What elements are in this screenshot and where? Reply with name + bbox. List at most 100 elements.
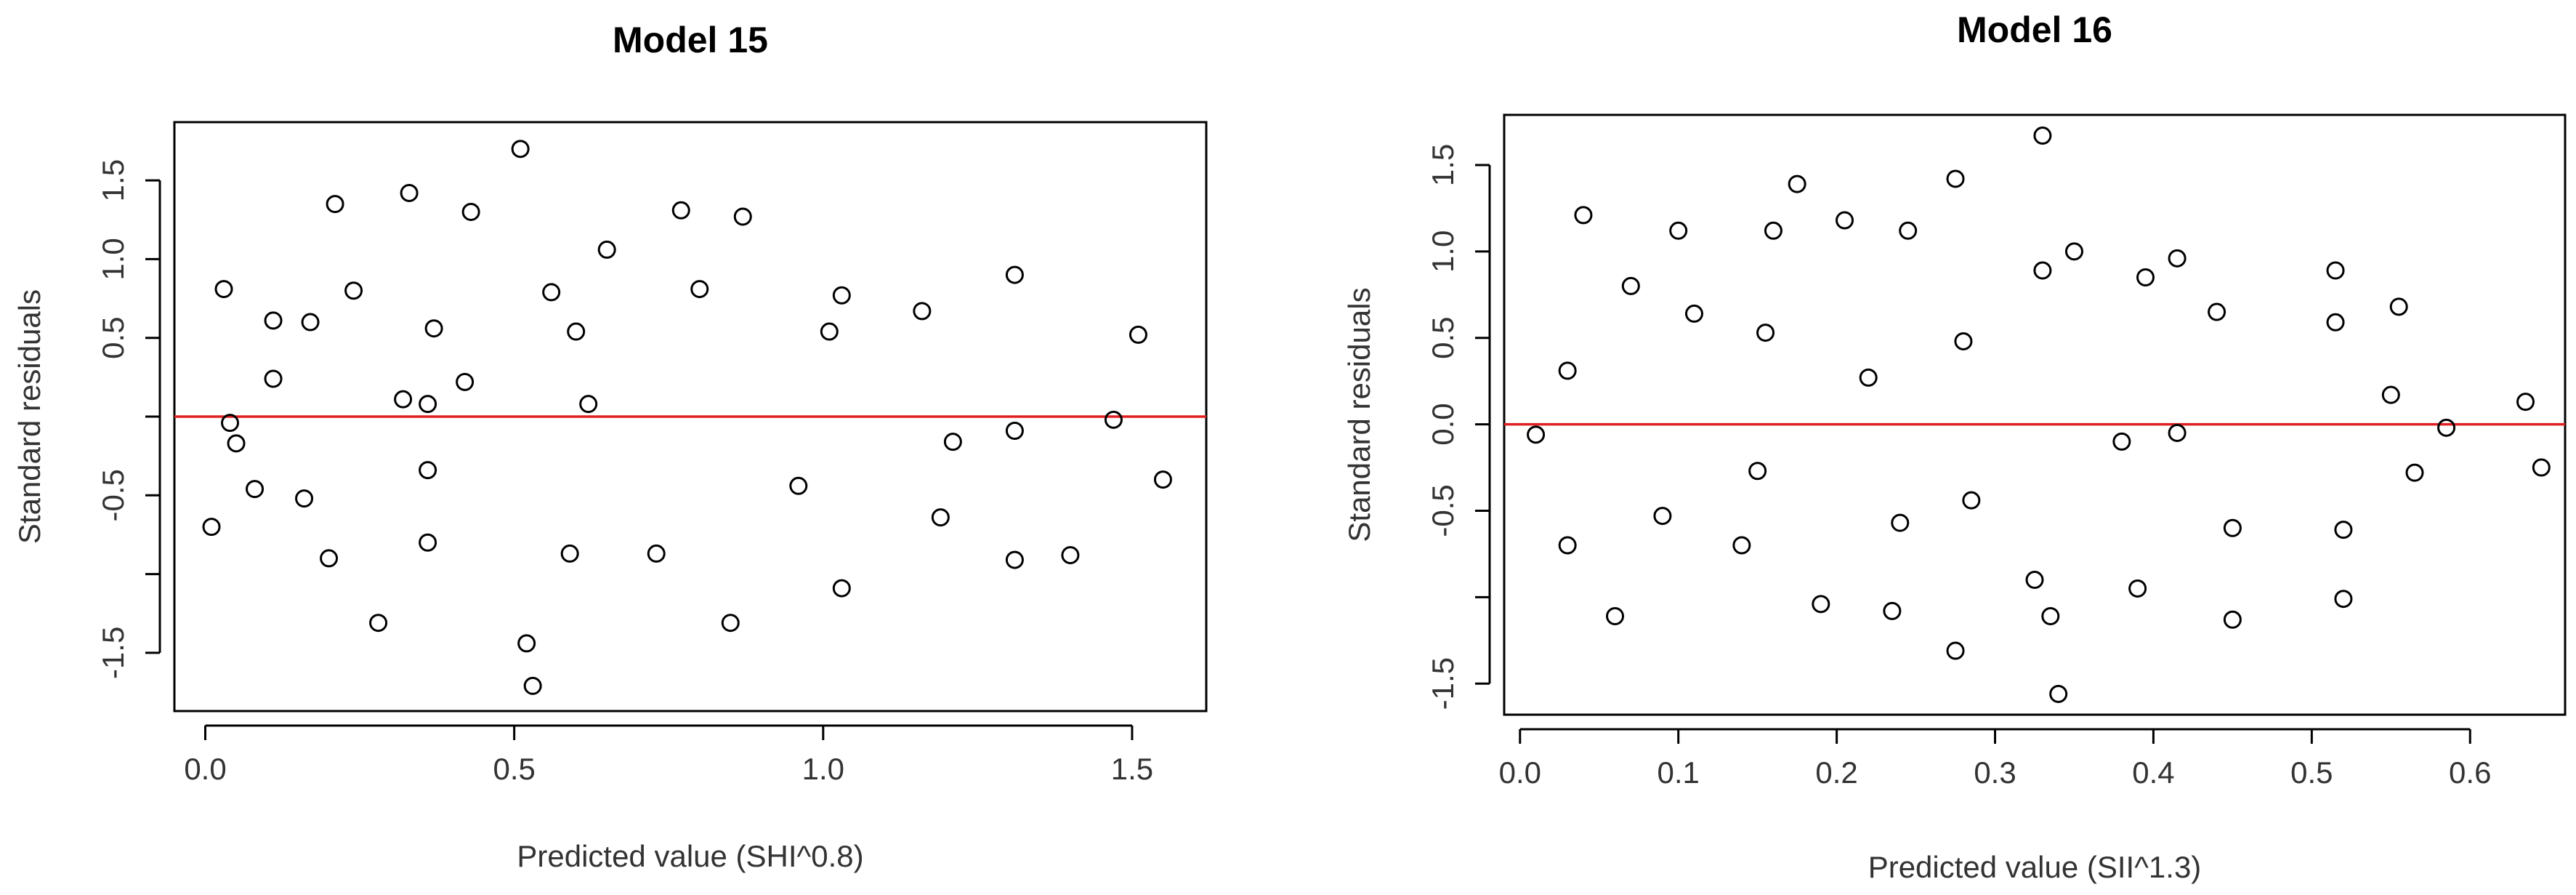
x-axis-model-15: 0.0 0.5 1.0 1.5: [184, 724, 1153, 786]
x-tick-label: 0.1: [1658, 755, 1700, 790]
y-tick-label: 1.5: [1426, 144, 1460, 186]
data-point: [264, 369, 283, 388]
data-point: [1606, 606, 1625, 625]
chart-title-model-16: Model 16: [1957, 9, 2112, 50]
data-point: [2128, 579, 2147, 598]
data-point: [1812, 595, 1830, 614]
data-point: [2532, 458, 2551, 477]
data-point: [419, 395, 437, 414]
x-tick-label: 0.4: [2132, 755, 2174, 790]
y-axis-model-16: -1.5 -0.5 0.0 0.5 1.0 1.5: [1426, 144, 1491, 710]
data-point: [579, 395, 598, 414]
data-point: [2025, 571, 2044, 590]
data-point: [517, 634, 536, 653]
data-point: [1005, 421, 1024, 440]
y-tick-label: 1.0: [1426, 230, 1460, 273]
x-tick-label: 1.5: [1111, 752, 1153, 786]
x-tick-label: 1.0: [802, 752, 844, 786]
data-point: [2168, 249, 2187, 268]
data-point: [2405, 463, 2424, 482]
y-tick-label: -1.5: [1426, 657, 1460, 710]
data-point: [1891, 513, 1910, 532]
y-tick-label: -0.5: [1426, 484, 1460, 537]
data-point: [2208, 302, 2226, 321]
data-point: [2223, 518, 2242, 537]
data-point: [2334, 590, 2353, 609]
y-tick-label: 0.0: [1426, 403, 1460, 445]
data-point: [301, 313, 320, 332]
data-point: [1954, 332, 1973, 350]
data-point: [1946, 169, 1965, 188]
x-tick-label: 0.0: [184, 752, 226, 786]
data-point: [394, 390, 413, 409]
data-point: [1558, 536, 1577, 555]
data-point: [1005, 265, 1024, 284]
data-point: [246, 480, 265, 499]
chart-model-15: Model 15 0.0 0.5 1.0 1.5 -1.5-0.50.51.01.5 …: [12, 20, 1208, 873]
data-point: [1859, 368, 1878, 387]
data-point: [931, 508, 950, 527]
data-point: [2033, 261, 2052, 280]
data-point: [320, 549, 339, 568]
residual-points-model-16: [1527, 127, 2551, 703]
data-point: [2326, 313, 2345, 332]
data-point: [542, 283, 561, 302]
data-point: [913, 302, 932, 321]
data-point: [424, 319, 443, 338]
data-point: [1836, 211, 1854, 230]
data-point: [1527, 425, 1546, 444]
data-point: [523, 676, 542, 695]
data-point: [326, 195, 344, 214]
data-point: [1669, 221, 1688, 240]
data-point: [2381, 385, 2400, 404]
data-point: [1883, 601, 1902, 620]
data-point: [1756, 324, 1775, 342]
data-point: [1788, 174, 1806, 193]
data-point: [2064, 242, 2083, 261]
data-point: [264, 311, 283, 330]
data-point: [1732, 536, 1751, 555]
x-tick-label: 0.3: [1974, 755, 2016, 790]
data-point: [2437, 418, 2456, 437]
y-tick-label: 0.5: [96, 317, 130, 359]
x-tick-label: 0.6: [2449, 755, 2491, 790]
data-point: [1128, 325, 1147, 344]
data-point: [1899, 221, 1918, 240]
x-tick-label: 0.5: [2290, 755, 2333, 790]
data-point: [1946, 641, 1965, 660]
plot-frame-model-16: [1503, 113, 2567, 716]
data-point: [789, 476, 808, 495]
data-point: [567, 322, 586, 341]
data-point: [227, 434, 246, 453]
y-axis-model-15: -1.5 -0.5 0.5 1.0 1.5: [96, 159, 161, 679]
data-point: [221, 414, 240, 433]
data-point: [560, 544, 579, 563]
data-point: [1684, 304, 1703, 323]
data-point: [1574, 206, 1593, 225]
data-point: [832, 579, 851, 598]
data-point: [647, 544, 666, 563]
data-point: [419, 533, 437, 552]
data-point: [597, 240, 616, 259]
x-tick-label: 0.2: [1815, 755, 1857, 790]
data-point: [1153, 470, 1172, 489]
data-point: [202, 518, 221, 537]
data-point: [721, 614, 740, 633]
x-axis-label-model-16: Predicted value (SII^1.3): [1868, 850, 2202, 884]
data-point: [832, 286, 851, 305]
chart-model-16: Model 16 0.0 0.1 0.2 0.3 0.4 0.5 0.6 -1.5 -0.5 0…: [1342, 9, 2567, 884]
data-point: [1061, 546, 1080, 565]
data-point: [2516, 393, 2535, 412]
data-point: [456, 372, 475, 391]
data-point: [295, 489, 314, 508]
y-tick-label: 0.5: [1426, 317, 1460, 359]
data-point: [1748, 462, 1767, 481]
x-tick-label: 0.5: [493, 752, 535, 786]
data-point: [1558, 361, 1577, 380]
data-point: [2136, 268, 2155, 286]
data-point: [943, 433, 962, 451]
data-point: [2326, 261, 2345, 280]
data-point: [1962, 491, 1981, 510]
data-point: [344, 281, 363, 300]
